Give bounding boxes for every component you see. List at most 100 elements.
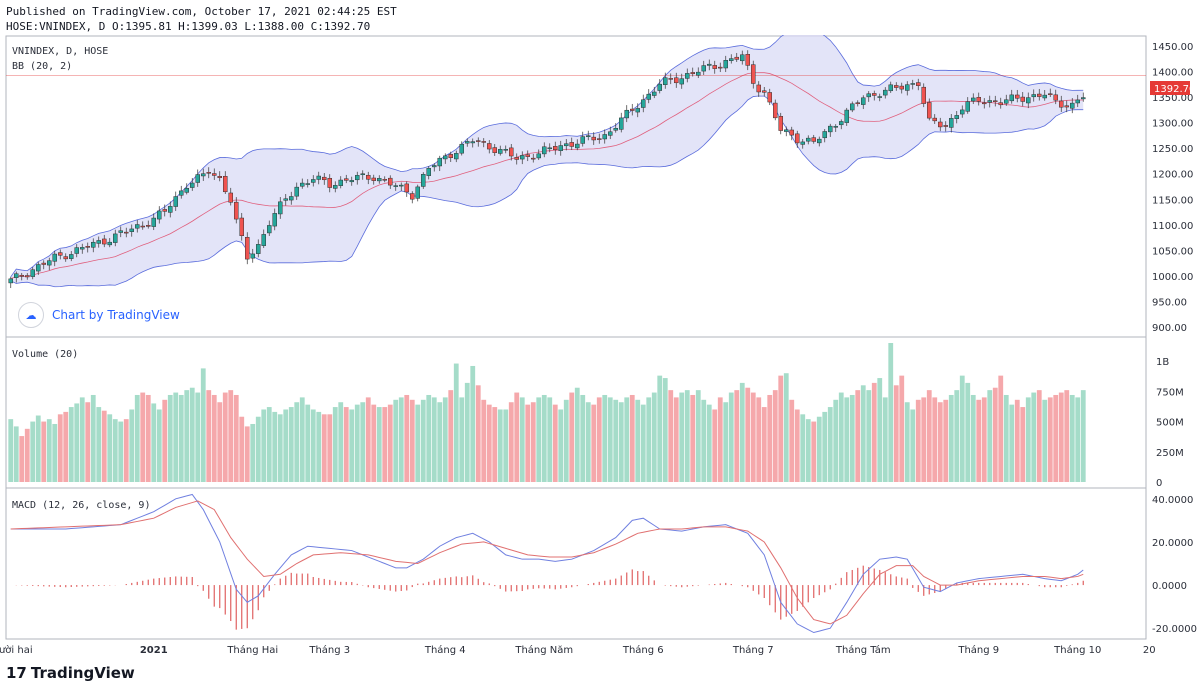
- candle: [415, 184, 420, 202]
- volume-bar: [431, 397, 437, 482]
- candle: [866, 91, 871, 102]
- candle: [762, 87, 767, 97]
- candle-body: [993, 100, 998, 102]
- volume-bar: [57, 414, 63, 482]
- candle-body: [454, 153, 459, 160]
- candle-body: [509, 147, 514, 157]
- volume-bar: [1031, 392, 1037, 482]
- volume-bar: [893, 385, 899, 482]
- candle: [1064, 100, 1069, 113]
- volume-bar: [805, 419, 811, 482]
- candle: [542, 142, 547, 158]
- candle-body: [322, 176, 327, 181]
- candle-body: [536, 153, 541, 159]
- volume-bar: [778, 375, 784, 482]
- candle: [201, 168, 206, 181]
- price-tick-label: 1150.00: [1152, 195, 1193, 206]
- volume-bar: [255, 416, 261, 482]
- candle: [294, 182, 299, 200]
- volume-bar: [162, 399, 168, 482]
- volume-bar: [30, 421, 36, 482]
- volume-bar: [294, 402, 300, 482]
- chart-canvas[interactable]: 1450.00 1400.00 1350.00 1300.00 1250.00 1200.…: [0, 35, 1200, 661]
- volume-bar: [541, 394, 547, 482]
- candle-body: [261, 234, 266, 246]
- candle-body: [162, 209, 167, 212]
- macd-pane[interactable]: [5, 487, 1147, 640]
- candle-body: [1037, 93, 1042, 97]
- candle-body: [547, 147, 552, 150]
- candle: [971, 93, 976, 105]
- volume-bar: [794, 409, 800, 482]
- candle-body: [52, 253, 57, 262]
- candle-body: [437, 157, 442, 167]
- candle: [1081, 92, 1086, 102]
- watermark[interactable]: ☁ Chart by TradingView: [18, 302, 180, 328]
- footer-brand[interactable]: 17 TradingView: [6, 664, 135, 682]
- volume-bar: [1014, 399, 1020, 482]
- volume-bar: [239, 416, 245, 482]
- volume-bar: [717, 397, 723, 482]
- candle: [58, 249, 63, 260]
- x-tick-label: Tháng 10: [1053, 644, 1101, 656]
- candle: [685, 68, 690, 83]
- candle: [118, 226, 123, 238]
- candle: [531, 153, 536, 163]
- candle-body: [844, 109, 849, 123]
- candle: [1026, 92, 1031, 109]
- candle-body: [591, 136, 596, 141]
- candle: [470, 138, 475, 148]
- x-tick-label: Tháng 7: [732, 644, 774, 656]
- candle-body: [608, 131, 613, 136]
- candle-body: [652, 91, 657, 96]
- candle: [327, 174, 332, 193]
- volume-bar: [107, 414, 113, 482]
- candle: [943, 121, 948, 132]
- candle-body: [333, 185, 338, 189]
- candle: [250, 248, 255, 263]
- candle: [905, 81, 910, 96]
- x-tick-label: Tháng 4: [424, 644, 466, 656]
- price-tick-label: 1400.00: [1152, 68, 1193, 79]
- volume-bar: [420, 399, 426, 482]
- candle-body: [1048, 93, 1053, 95]
- candle-body: [173, 196, 178, 207]
- candle: [630, 103, 635, 116]
- footer-brand-text: TradingView: [30, 664, 135, 682]
- candle: [223, 171, 228, 194]
- candle: [657, 79, 662, 94]
- candle-body: [531, 157, 536, 160]
- candle: [322, 173, 327, 185]
- volume-bar: [101, 410, 107, 482]
- volume-bar: [816, 416, 822, 482]
- candle: [305, 179, 310, 188]
- volume-bar: [486, 404, 492, 482]
- candle: [679, 73, 684, 89]
- candle: [14, 271, 19, 283]
- x-tick-label: 20: [1143, 645, 1156, 656]
- volume-bar: [695, 390, 701, 482]
- price-tick-label: 1350.00: [1152, 93, 1193, 104]
- candle: [498, 145, 503, 156]
- volume-bar: [459, 397, 465, 482]
- candle-body: [256, 244, 261, 254]
- bb-upper-line: [10, 35, 1084, 278]
- candle-body: [663, 77, 668, 85]
- candle: [80, 243, 85, 254]
- volume-bar: [415, 404, 421, 482]
- volume-bar: [52, 423, 58, 482]
- candle-body: [272, 213, 277, 227]
- candle: [663, 72, 668, 89]
- volume-bar: [442, 397, 448, 482]
- volume-bar: [629, 394, 635, 482]
- volume-bar: [68, 407, 74, 482]
- candle: [976, 92, 981, 106]
- candle-body: [564, 143, 569, 147]
- candle: [404, 181, 409, 197]
- candle-body: [767, 92, 772, 103]
- candle: [811, 134, 816, 144]
- price-tick-label: 1200.00: [1152, 170, 1193, 181]
- volume-bar: [591, 404, 597, 482]
- candle-body: [1070, 102, 1075, 109]
- candle: [443, 153, 448, 164]
